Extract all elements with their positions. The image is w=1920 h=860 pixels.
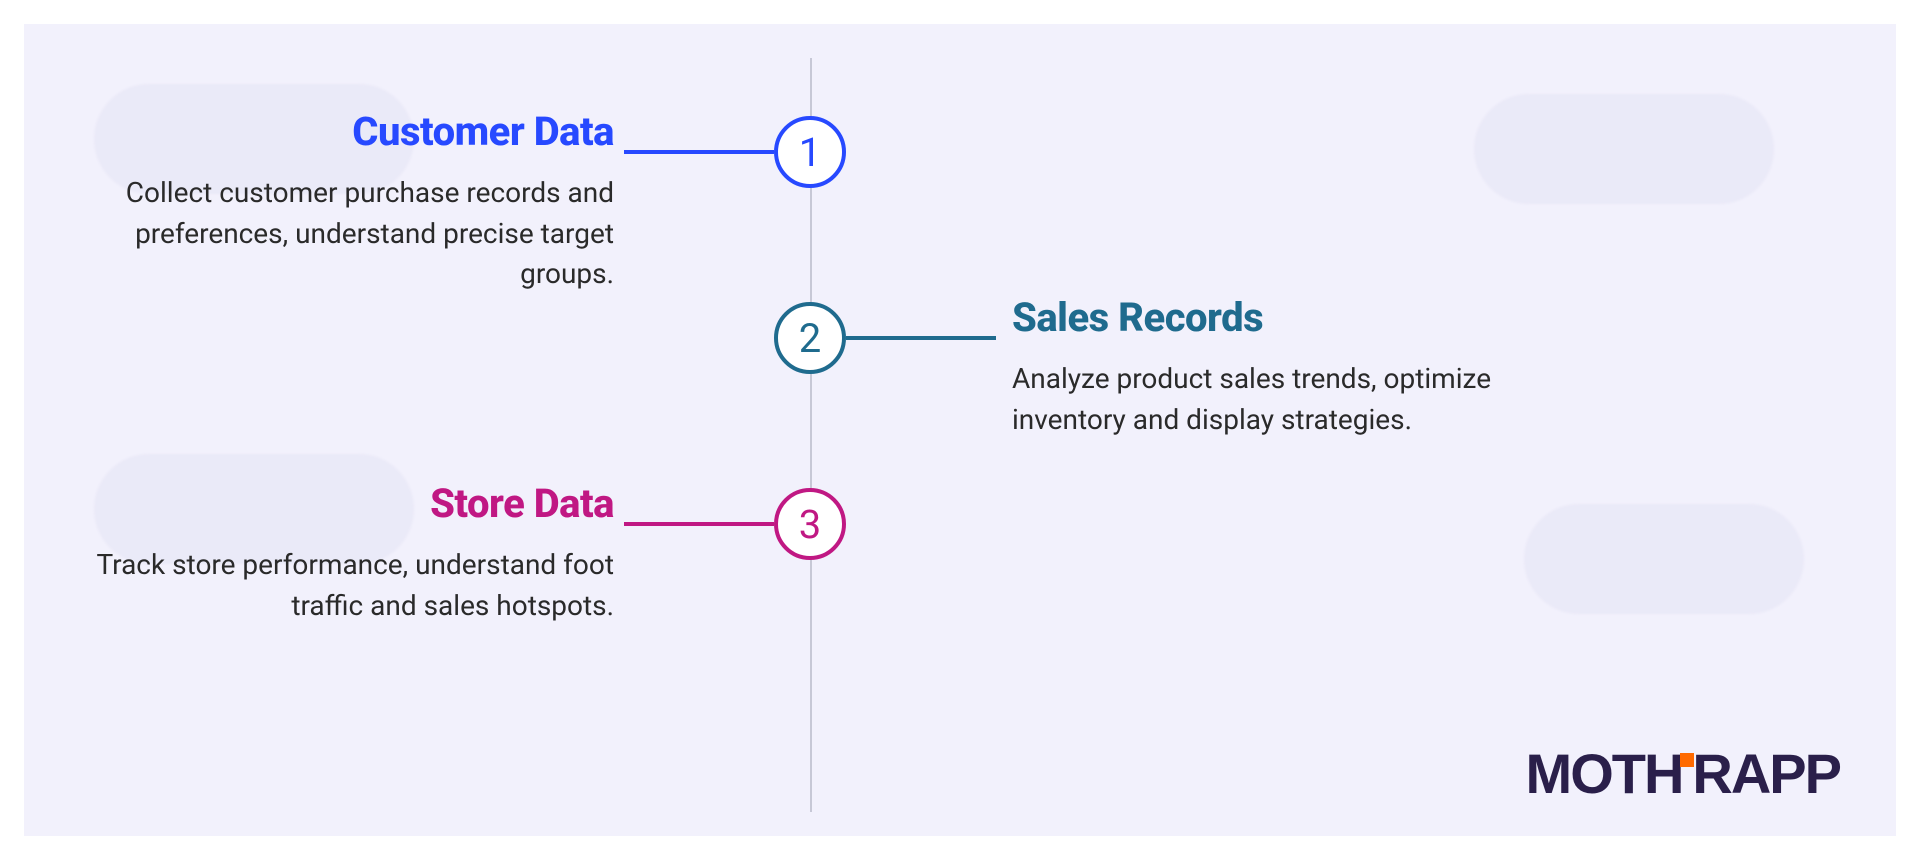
step-3-text: Store Data Track store performance, unde… <box>54 480 614 626</box>
step-2-title: Sales Records <box>1012 294 1572 341</box>
step-3-desc: Track store performance, understand foot… <box>54 545 614 626</box>
step-1-desc: Collect customer purchase records and pr… <box>54 173 614 295</box>
step-1-number: 1 <box>799 129 821 176</box>
step-2-number: 2 <box>799 315 821 362</box>
logo-text-before: MOTH <box>1526 742 1683 805</box>
step-1-text: Customer Data Collect customer purchase … <box>54 108 614 295</box>
step-3-number: 3 <box>799 501 821 548</box>
logo-text-after: RAPP <box>1692 742 1840 805</box>
step-1-title: Customer Data <box>54 108 614 155</box>
step-3-connector <box>624 522 774 526</box>
step-2-connector <box>846 336 996 340</box>
step-3-title: Store Data <box>54 480 614 527</box>
infographic-canvas: 1 Customer Data Collect customer purchas… <box>24 24 1896 836</box>
step-1-circle: 1 <box>774 116 846 188</box>
brand-logo: MOTHRAPP <box>1526 741 1840 806</box>
bg-cloud <box>1524 504 1804 614</box>
logo-accent-dot <box>1680 753 1694 767</box>
step-2-desc: Analyze product sales trends, optimize i… <box>1012 359 1572 440</box>
step-2-text: Sales Records Analyze product sales tren… <box>1012 294 1572 440</box>
step-2-circle: 2 <box>774 302 846 374</box>
step-1-connector <box>624 150 774 154</box>
step-3-circle: 3 <box>774 488 846 560</box>
bg-cloud <box>1474 94 1774 204</box>
